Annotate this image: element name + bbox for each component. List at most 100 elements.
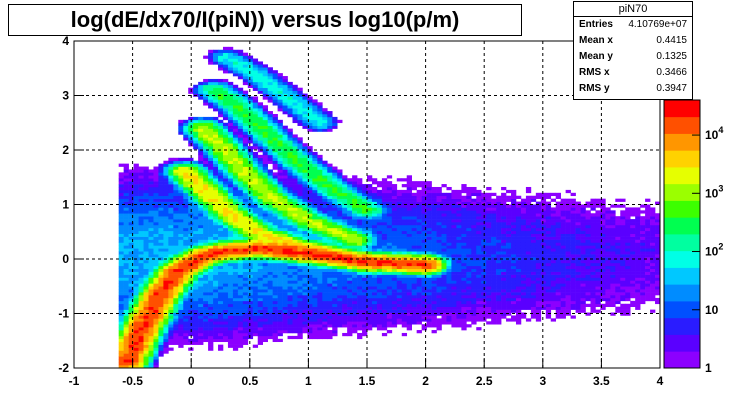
heatmap-cell <box>307 207 313 211</box>
heatmap-cell <box>277 81 283 86</box>
heatmap-cell <box>232 140 239 144</box>
heatmap-cell <box>247 201 254 205</box>
heatmap-cell <box>357 230 363 234</box>
heatmap-cell <box>148 213 154 217</box>
heatmap-cell <box>386 274 393 278</box>
heatmap-cell <box>476 230 482 234</box>
heatmap-cell <box>218 309 224 313</box>
heatmap-cell <box>362 222 368 226</box>
heatmap-cell <box>252 111 259 115</box>
heatmap-cell <box>337 271 343 275</box>
heatmap-cell <box>401 198 408 202</box>
heatmap-cell <box>208 143 214 147</box>
heatmap-cell <box>421 216 427 220</box>
heatmap-cell <box>222 321 229 325</box>
heatmap-cell <box>277 315 283 319</box>
heatmap-cell <box>203 251 209 255</box>
heatmap-cell <box>252 274 259 278</box>
heatmap-cell <box>257 283 264 287</box>
heatmap-cell <box>416 292 422 296</box>
heatmap-cell <box>148 236 154 240</box>
heatmap-cell <box>277 262 283 267</box>
heatmap-cell <box>426 280 432 284</box>
heatmap-cell <box>362 265 368 270</box>
heatmap-cell <box>322 274 328 278</box>
heatmap-cell <box>262 338 268 343</box>
heatmap-cell <box>367 222 373 226</box>
heatmap-cell <box>461 236 467 240</box>
heatmap-cell <box>292 149 298 153</box>
heatmap-cell <box>267 143 273 147</box>
heatmap-cell <box>153 265 159 270</box>
heatmap-cell <box>287 233 293 237</box>
heatmap-cell <box>262 201 268 205</box>
heatmap-cell <box>381 216 388 220</box>
heatmap-cell <box>317 335 323 340</box>
heatmap-cell <box>163 268 169 272</box>
heatmap-cell <box>208 257 214 261</box>
heatmap-cell <box>218 338 224 343</box>
heatmap-cell <box>297 242 303 246</box>
heatmap-cell <box>267 160 273 164</box>
heatmap-cell <box>193 84 199 89</box>
heatmap-cell <box>133 268 139 272</box>
heatmap-cell <box>327 227 333 232</box>
heatmap-cell <box>342 271 348 275</box>
heatmap-cell <box>138 242 144 246</box>
heatmap-cell <box>252 207 259 211</box>
heatmap-cell <box>267 172 273 176</box>
heatmap-cell <box>178 213 184 217</box>
heatmap-cell <box>237 277 244 281</box>
heatmap-cell <box>218 186 224 191</box>
heatmap-cell <box>446 312 452 316</box>
heatmap-cell <box>123 286 129 290</box>
heatmap-cell <box>337 233 343 237</box>
heatmap-cell <box>401 222 408 226</box>
heatmap-cell <box>431 227 437 232</box>
heatmap-cell <box>237 274 244 278</box>
heatmap-cell <box>386 306 393 310</box>
heatmap-cell <box>143 350 149 354</box>
heatmap-cell <box>396 262 403 267</box>
heatmap-cell <box>282 224 288 229</box>
heatmap-cell <box>257 318 264 322</box>
heatmap-cell <box>312 286 318 290</box>
heatmap-cell <box>431 204 437 208</box>
heatmap-cell <box>153 210 159 214</box>
heatmap-cell <box>312 128 318 132</box>
heatmap-cell <box>222 324 229 328</box>
heatmap-cell <box>357 224 363 229</box>
heatmap-cell <box>222 184 229 188</box>
heatmap-cell <box>183 338 189 343</box>
heatmap-cell <box>252 327 259 331</box>
heatmap-cell <box>242 300 249 305</box>
heatmap-cell <box>322 277 328 281</box>
heatmap-cell <box>242 160 249 164</box>
heatmap-cell <box>347 236 353 240</box>
heatmap-cell <box>198 300 204 305</box>
heatmap-cell <box>208 201 214 205</box>
heatmap-cell <box>466 297 472 302</box>
heatmap-cell <box>158 245 164 249</box>
heatmap-cell <box>312 192 318 197</box>
heatmap-cell <box>218 113 224 118</box>
heatmap-cell <box>173 236 179 240</box>
heatmap-cell <box>332 271 338 275</box>
heatmap-cell <box>153 259 159 264</box>
heatmap-cell <box>411 262 417 267</box>
heatmap-cell <box>312 181 318 185</box>
heatmap-cell <box>232 169 239 173</box>
heatmap-cell <box>178 119 184 124</box>
heatmap-cell <box>287 99 293 103</box>
heatmap-cell <box>262 242 268 246</box>
heatmap-cell <box>237 122 244 126</box>
heatmap-cell <box>213 58 219 62</box>
heatmap-cell <box>213 102 219 106</box>
heatmap-cell <box>118 236 124 240</box>
heatmap-cell <box>242 151 249 156</box>
heatmap-cell <box>451 192 457 197</box>
heatmap-cell <box>262 265 268 270</box>
heatmap-cell <box>222 242 229 246</box>
heatmap-cell <box>262 297 268 302</box>
heatmap-cell <box>213 78 219 83</box>
